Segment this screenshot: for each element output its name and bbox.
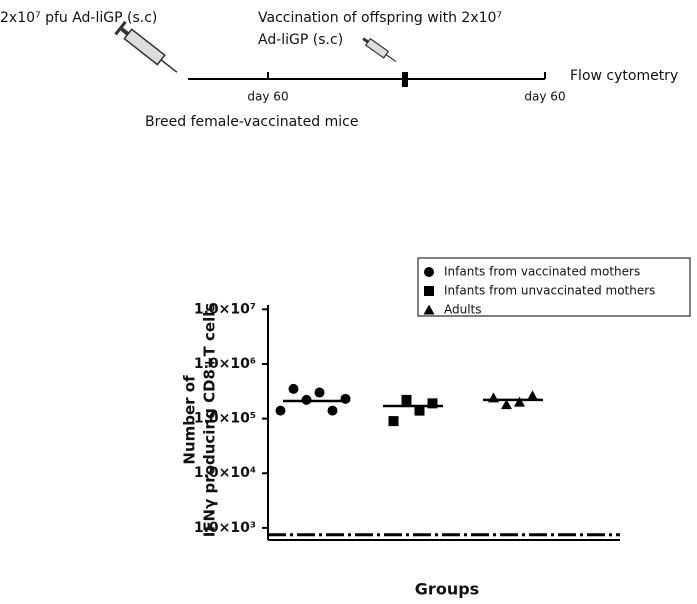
legend-marker [424, 267, 434, 277]
data-point [388, 416, 399, 427]
dose-text: 2x10⁷ pfu Ad-liGP (s.c) [0, 10, 157, 26]
breed-text: Breed female-vaccinated mice [145, 114, 358, 130]
data-point [501, 399, 512, 410]
data-point [514, 396, 525, 407]
legend [417, 257, 691, 317]
y-tick-label: 1.0×10⁴ [194, 465, 256, 481]
y-tick-label: 1.0×10³ [194, 520, 256, 536]
data-point [401, 394, 412, 405]
vaccination-text: Ad-liGP (s.c) [258, 32, 343, 48]
data-point [314, 387, 325, 398]
y-tick-label: 1.0×10⁷ [194, 301, 256, 317]
timeline: 2x10⁷ pfu Ad-liGP (s.c) Vaccination of o… [0, 10, 678, 130]
legend-label: Infants from vaccinated mothers [444, 265, 640, 279]
x-axis-label: Groups [415, 580, 479, 599]
y-axis-label: IFNγ producing CD8+T cells [201, 303, 219, 538]
y-tick-label: 1.0×10⁶ [194, 356, 256, 372]
legend-label: Adults [444, 303, 482, 317]
day-label: day 60 [247, 90, 288, 104]
legend-marker [423, 304, 435, 315]
legend-box [417, 257, 691, 317]
data-point [327, 405, 338, 416]
data-point [414, 405, 425, 416]
end-text: Flow cytometry [570, 68, 678, 84]
y-axis-label: Number of [181, 375, 199, 465]
vaccination-text: Vaccination of offspring with 2x10⁷ [258, 10, 502, 26]
timeline-marker [402, 72, 408, 87]
y-tick-label: 1.0×10⁵ [194, 411, 256, 427]
day-label: day 60 [524, 90, 565, 104]
data-point [275, 405, 286, 416]
data-point [527, 390, 538, 401]
legend-label: Infants from unvaccinated mothers [444, 284, 655, 298]
data-point [288, 383, 299, 394]
legend-marker [424, 286, 434, 296]
syringe-icon [114, 20, 178, 73]
syringe-icon [362, 37, 397, 62]
data-point [340, 393, 351, 404]
data-point [427, 398, 438, 409]
